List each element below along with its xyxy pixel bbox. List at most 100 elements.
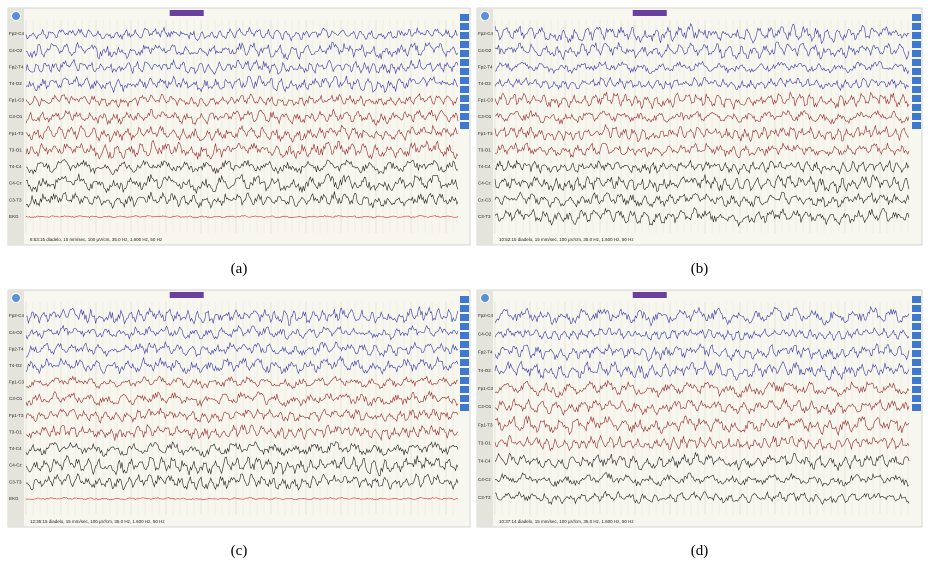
side-button: [460, 368, 469, 375]
channel-label: Fp2-T4: [9, 64, 24, 69]
eeg-trace: [25, 473, 459, 491]
side-button: [460, 95, 469, 102]
label-column: [477, 8, 493, 245]
channel-label: C3-O1: [9, 396, 23, 401]
eeg-trace: [25, 441, 459, 458]
channel-label: T4-O2: [9, 81, 22, 86]
channel-label: T3-O1: [9, 429, 22, 434]
side-button: [912, 368, 921, 375]
side-button: [460, 32, 469, 39]
menu-icon: [480, 11, 490, 21]
panel-label: (c): [231, 543, 248, 559]
side-button: [912, 23, 921, 30]
status-bar: 8:53:15 diadelo, 15 mm/sec, 100 µV/cm, 3…: [30, 237, 163, 242]
eeg-trace: [25, 340, 459, 358]
channel-label: T4-C4: [9, 164, 22, 169]
eeg-trace: [494, 398, 910, 416]
channel-label: C3-T3: [9, 197, 22, 202]
side-button: [912, 350, 921, 357]
status-bar: 12:35:15 diadelo, 15 mm/sec, 100 µV/cm, …: [30, 519, 165, 524]
channel-label: Cz-C3: [478, 197, 491, 202]
eeg-trace: [25, 173, 459, 194]
channel-label: Fp1-C3: [478, 386, 494, 391]
eeg-trace: [25, 215, 459, 219]
channel-label: C3-T3: [478, 214, 491, 219]
channel-label: C3-T3: [478, 495, 491, 500]
menu-icon: [11, 293, 21, 303]
eeg-trace: [25, 75, 459, 94]
eeg-trace: [25, 306, 459, 326]
channel-label: Fp1-C3: [9, 98, 25, 103]
label-column: [477, 290, 493, 527]
channel-label: C4-Cz: [478, 477, 492, 482]
side-button: [460, 386, 469, 393]
side-button: [460, 350, 469, 357]
eeg-trace: [25, 324, 459, 341]
eeg-trace: [494, 490, 910, 506]
status-bar: 10:52:15 diadelo, 15 mm/sec, 100 µV/cm, …: [499, 237, 634, 242]
side-button: [460, 68, 469, 75]
side-button: [912, 104, 921, 111]
eeg-screenshot: Fp2-C4 C4-O2 Fp2-T4 T4-O2 Fp1-C3 C3-O1 Fp1-T3 T…: [476, 289, 923, 559]
channel-label: C3-O1: [9, 114, 23, 119]
eeg-trace: [25, 93, 459, 108]
channel-label: C3-O1: [478, 404, 492, 409]
side-button: [912, 305, 921, 312]
eeg-trace: [494, 60, 910, 75]
eeg-trace: [494, 142, 910, 159]
eeg-trace: [494, 23, 910, 45]
side-button: [460, 305, 469, 312]
channel-label: Fp2-T4: [9, 346, 24, 351]
eeg-trace: [494, 360, 910, 381]
panel-label: (a): [231, 261, 248, 277]
side-button: [460, 113, 469, 120]
channel-label: Fp1-C3: [478, 98, 494, 103]
eeg-trace: [25, 191, 459, 210]
annotation-tag: [632, 10, 667, 16]
channel-label: C4-Cz: [9, 181, 23, 186]
side-button: [912, 86, 921, 93]
side-button: [912, 359, 921, 366]
channel-label: Fp2-C4: [478, 313, 494, 318]
side-button: [460, 23, 469, 30]
side-button: [460, 296, 469, 303]
eeg-trace: [25, 139, 459, 160]
channel-label: C4-O2: [478, 48, 492, 53]
side-button: [912, 32, 921, 39]
channel-label: Fp2-T4: [478, 64, 493, 69]
eeg-trace: [494, 109, 910, 125]
eeg-screenshot: Fp2-C4 C4-O2 Fp2-T4 T4-O2 Fp1-C3 C3-O1 Fp1-T3 T…: [7, 289, 471, 559]
side-button: [460, 332, 469, 339]
eeg-trace: [25, 124, 459, 144]
side-button: [460, 14, 469, 21]
eeg-trace: [494, 76, 910, 92]
eeg-trace: [494, 305, 910, 327]
eeg-trace: [494, 174, 910, 194]
side-button: [912, 41, 921, 48]
channel-label: Fp1-T3: [478, 131, 493, 136]
channel-label: C4-O2: [478, 331, 492, 336]
annotation-tag: [632, 292, 667, 298]
side-button: [460, 77, 469, 84]
eeg-screenshot: Fp2-C4 C4-O2 Fp2-T4 T4-O2 Fp1-C3 C3-O1 Fp1-T3 T…: [7, 7, 471, 277]
side-button: [460, 59, 469, 66]
eeg-trace: [494, 452, 910, 471]
channel-label: Fp1-T3: [9, 413, 24, 418]
side-button: [912, 377, 921, 384]
channel-label: T3-O1: [478, 147, 491, 152]
eeg-trace: [25, 497, 459, 501]
side-button: [912, 341, 921, 348]
annotation-tag: [169, 292, 204, 298]
annotation-tag: [169, 10, 204, 16]
channel-label: T4-O2: [9, 363, 22, 368]
eeg-trace: [25, 41, 459, 61]
side-button: [912, 59, 921, 66]
channel-label: Fp1-C3: [9, 380, 25, 385]
eeg-trace: [25, 407, 459, 424]
channel-label: Fp2-C4: [478, 31, 494, 36]
eeg-trace: [494, 207, 910, 227]
side-button: [912, 314, 921, 321]
menu-icon: [11, 11, 21, 21]
eeg-trace: [25, 108, 459, 126]
side-button: [460, 323, 469, 330]
